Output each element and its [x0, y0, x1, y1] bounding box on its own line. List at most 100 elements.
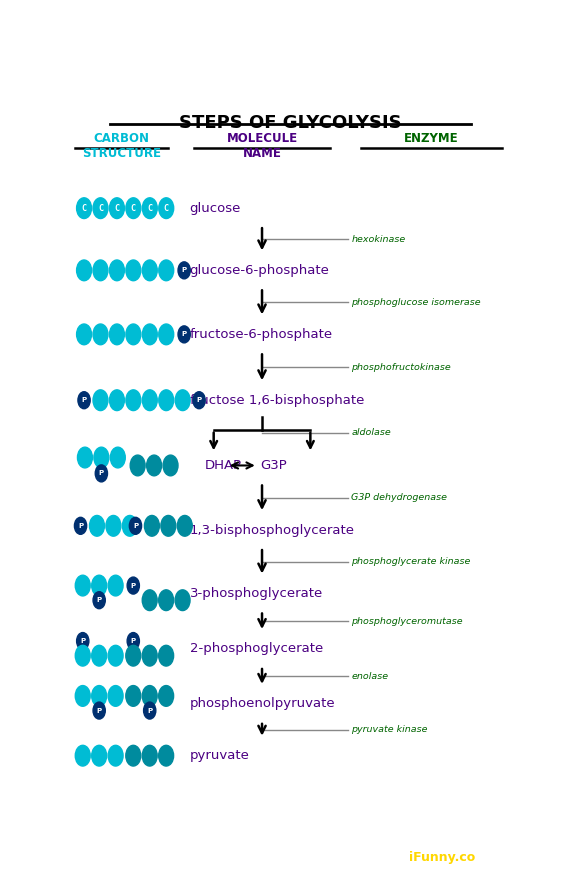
Text: ENZYME: ENZYME: [404, 132, 459, 145]
Text: C: C: [82, 204, 87, 213]
Circle shape: [77, 324, 91, 345]
Circle shape: [159, 390, 174, 410]
Text: enolase: enolase: [351, 672, 388, 681]
Circle shape: [159, 645, 174, 666]
Text: P: P: [96, 598, 101, 604]
Circle shape: [126, 390, 141, 410]
Circle shape: [159, 324, 174, 345]
Text: MOLECULE
NAME: MOLECULE NAME: [226, 132, 298, 160]
Circle shape: [126, 645, 141, 666]
Circle shape: [109, 324, 124, 345]
Circle shape: [108, 575, 123, 596]
Circle shape: [93, 198, 108, 219]
Circle shape: [145, 516, 159, 537]
Circle shape: [175, 390, 190, 410]
Circle shape: [130, 455, 145, 476]
Circle shape: [127, 577, 139, 594]
Text: phosphoenolpyruvate: phosphoenolpyruvate: [189, 698, 335, 711]
Circle shape: [92, 645, 107, 666]
Text: hexokinase: hexokinase: [351, 235, 405, 244]
Circle shape: [143, 702, 156, 719]
Text: iFunny.co: iFunny.co: [409, 852, 475, 864]
Text: phosphoglyceromutase: phosphoglyceromutase: [351, 617, 463, 625]
Circle shape: [159, 260, 174, 280]
Text: fructose-6-phosphate: fructose-6-phosphate: [189, 327, 333, 341]
Circle shape: [78, 392, 90, 408]
Circle shape: [159, 198, 174, 219]
Circle shape: [75, 645, 90, 666]
Text: C: C: [98, 204, 103, 213]
Circle shape: [93, 260, 108, 280]
Circle shape: [75, 685, 90, 706]
Circle shape: [142, 198, 157, 219]
Circle shape: [142, 324, 157, 345]
Text: C: C: [131, 204, 136, 213]
Circle shape: [92, 575, 107, 596]
Circle shape: [175, 590, 190, 611]
Text: fructose 1,6-bisphosphate: fructose 1,6-bisphosphate: [189, 394, 364, 407]
Text: DHAP: DHAP: [205, 459, 242, 472]
Text: P: P: [181, 267, 187, 273]
Text: 3-phosphoglycerate: 3-phosphoglycerate: [189, 587, 323, 600]
Circle shape: [126, 324, 141, 345]
Text: phosphoglycerate kinase: phosphoglycerate kinase: [351, 557, 471, 566]
Circle shape: [109, 198, 124, 219]
Circle shape: [77, 260, 91, 280]
Circle shape: [126, 746, 141, 766]
Circle shape: [94, 447, 109, 468]
Circle shape: [93, 591, 105, 609]
Text: phosphoglucose isomerase: phosphoglucose isomerase: [351, 298, 481, 307]
Text: P: P: [131, 638, 136, 644]
Circle shape: [159, 590, 174, 611]
Circle shape: [142, 260, 157, 280]
Circle shape: [93, 702, 105, 719]
Text: pyruvate: pyruvate: [189, 749, 249, 762]
Circle shape: [159, 685, 174, 706]
Circle shape: [75, 575, 90, 596]
Circle shape: [74, 517, 87, 534]
Circle shape: [177, 516, 192, 537]
Circle shape: [77, 198, 91, 219]
Text: P: P: [80, 638, 85, 644]
Circle shape: [92, 746, 107, 766]
Text: phosphofructokinase: phosphofructokinase: [351, 363, 451, 372]
Circle shape: [127, 632, 139, 650]
Circle shape: [161, 516, 176, 537]
Circle shape: [92, 685, 107, 706]
Text: 1,3-bisphosphoglycerate: 1,3-bisphosphoglycerate: [189, 523, 354, 537]
Circle shape: [108, 746, 123, 766]
Circle shape: [129, 517, 142, 534]
Circle shape: [111, 447, 125, 468]
Text: C: C: [164, 204, 169, 213]
Circle shape: [93, 390, 108, 410]
Text: glucose-6-phosphate: glucose-6-phosphate: [189, 264, 329, 277]
Circle shape: [78, 447, 92, 468]
Text: 2-phosphoglycerate: 2-phosphoglycerate: [189, 643, 323, 656]
Circle shape: [163, 455, 178, 476]
Text: C: C: [147, 204, 153, 213]
Text: P: P: [82, 397, 87, 403]
Circle shape: [109, 260, 124, 280]
Circle shape: [142, 645, 157, 666]
Circle shape: [108, 645, 123, 666]
Text: CARBON
STRUCTURE: CARBON STRUCTURE: [82, 132, 161, 160]
Circle shape: [159, 746, 174, 766]
Circle shape: [126, 198, 141, 219]
Text: P: P: [133, 523, 138, 529]
Circle shape: [142, 746, 157, 766]
Text: pyruvate kinase: pyruvate kinase: [351, 726, 428, 734]
Circle shape: [108, 685, 123, 706]
Circle shape: [77, 632, 89, 650]
Circle shape: [93, 324, 108, 345]
Circle shape: [90, 516, 104, 537]
Text: G3P dehydrogenase: G3P dehydrogenase: [351, 493, 447, 503]
Circle shape: [95, 465, 108, 482]
Text: P: P: [131, 583, 136, 589]
Text: P: P: [78, 523, 83, 529]
Text: glucose: glucose: [189, 202, 241, 214]
Text: P: P: [99, 470, 104, 476]
Text: P: P: [147, 707, 153, 713]
Circle shape: [142, 685, 157, 706]
Text: aldolase: aldolase: [351, 429, 391, 437]
Circle shape: [122, 516, 137, 537]
